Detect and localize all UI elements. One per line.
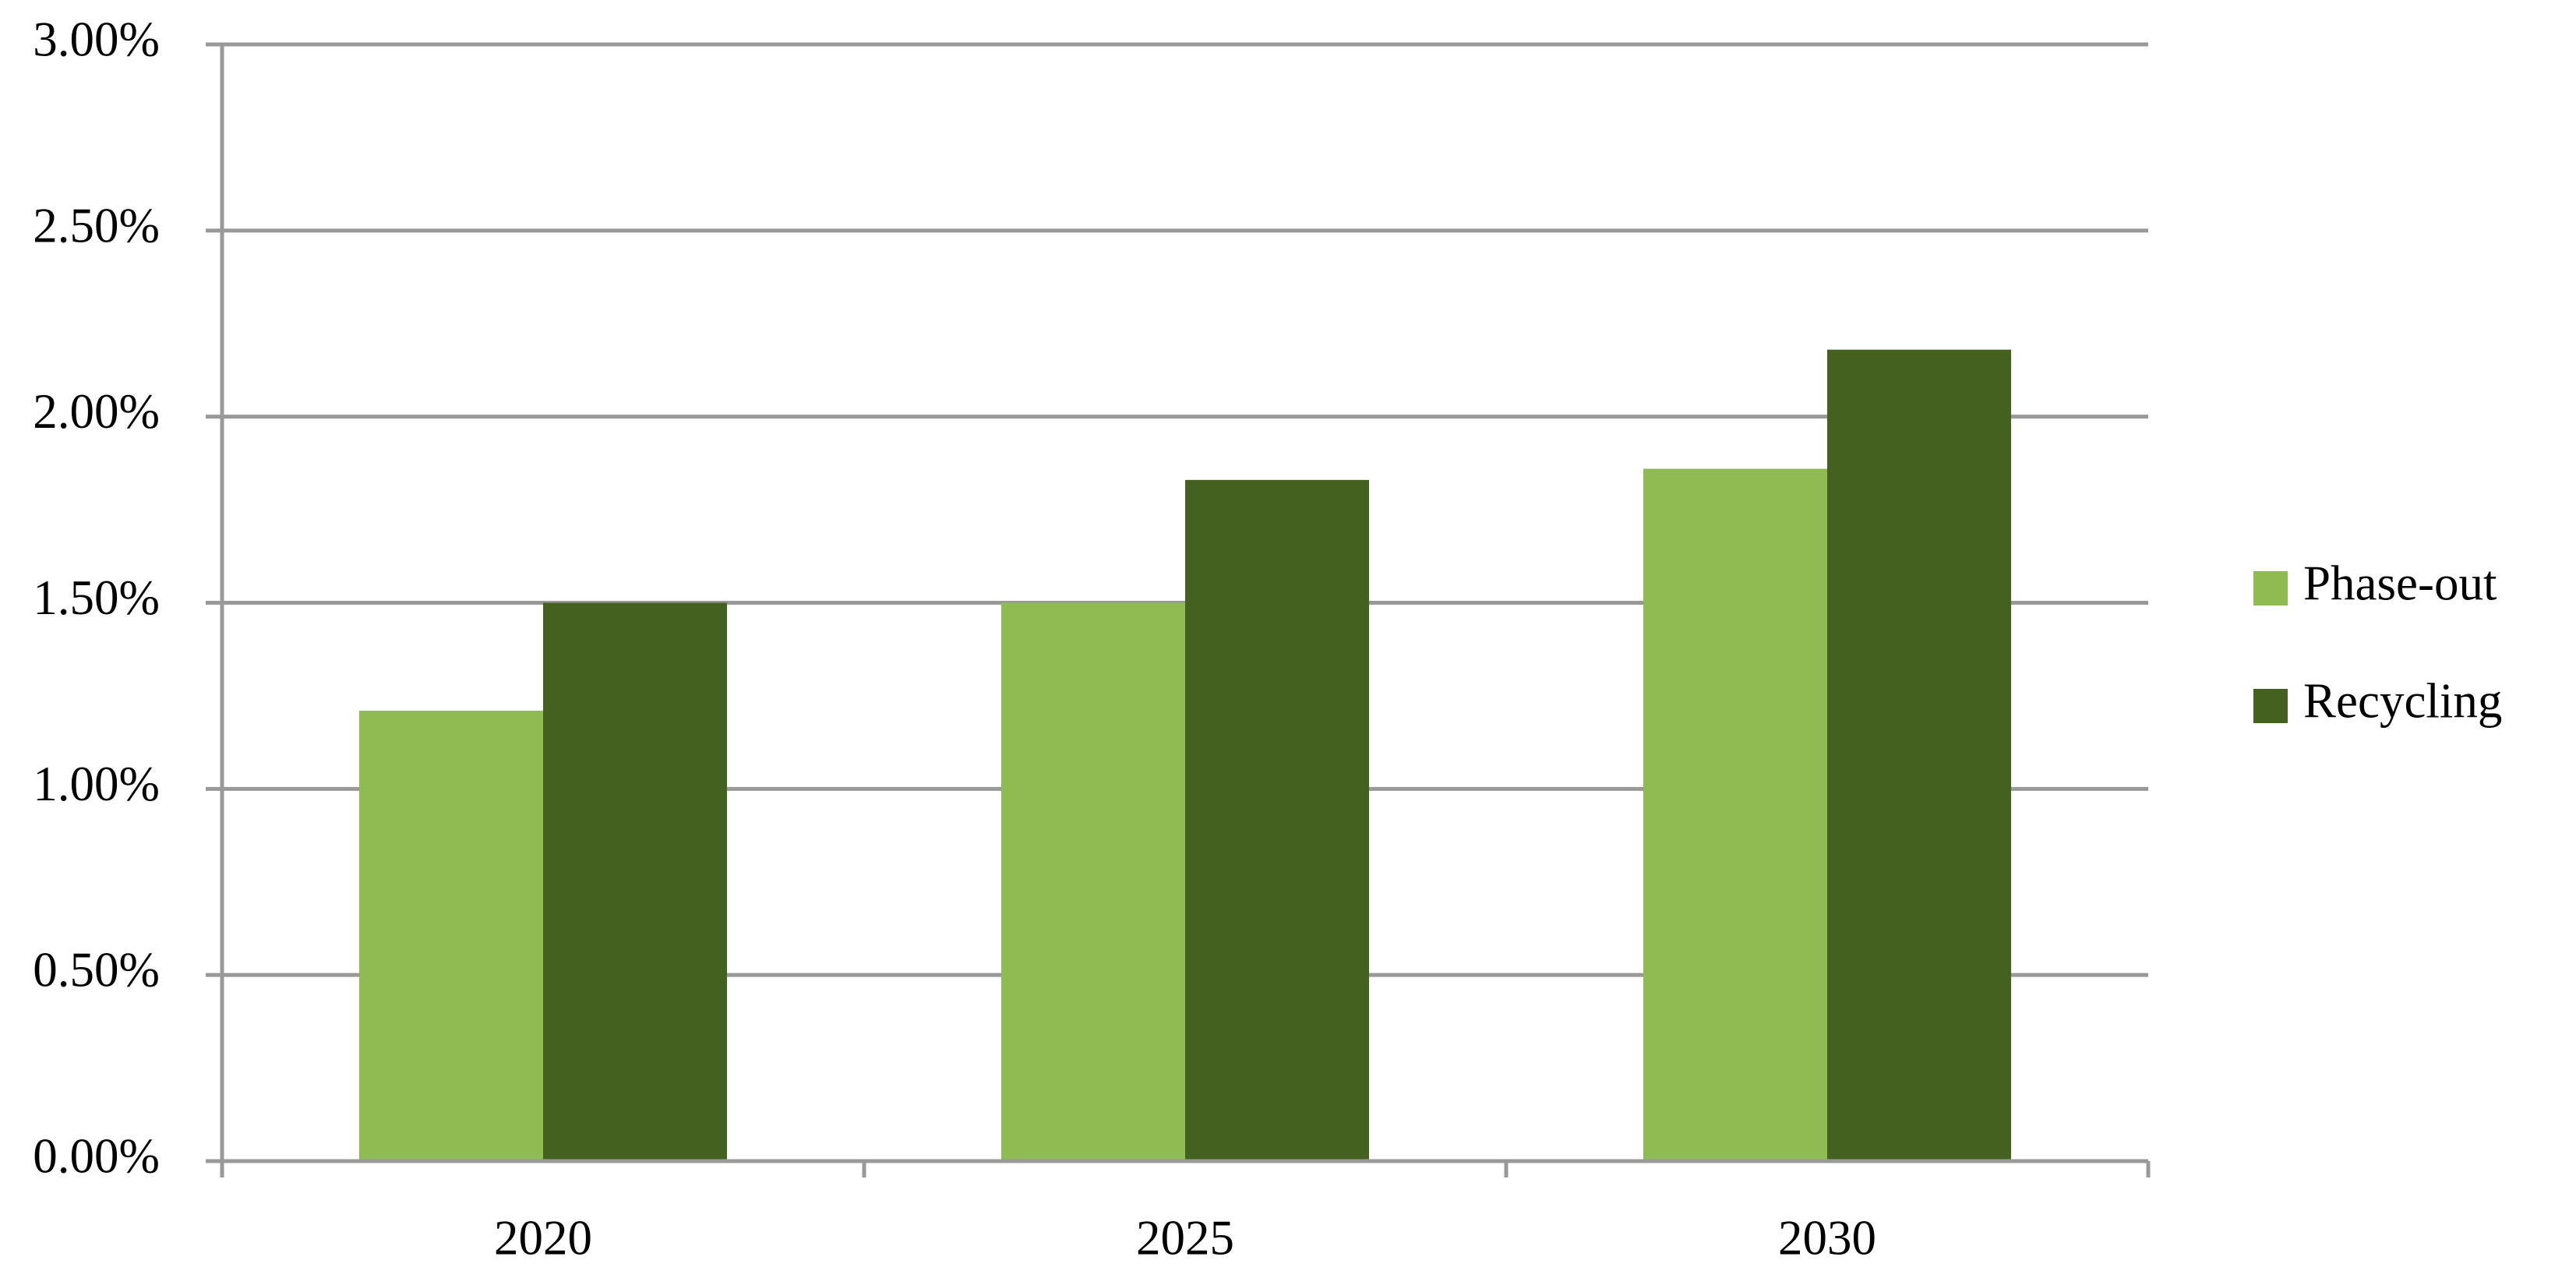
y-tick-label: 3.00% — [33, 12, 160, 66]
x-tick-label: 2030 — [1778, 1210, 1876, 1265]
legend-swatch — [2253, 689, 2288, 723]
bar — [1001, 602, 1185, 1161]
y-tick-label: 1.00% — [33, 757, 160, 811]
bar — [1643, 468, 1827, 1161]
y-tick-label: 1.50% — [33, 570, 160, 625]
bar — [1185, 479, 1369, 1161]
bar — [543, 602, 727, 1161]
y-tick-label: 2.00% — [33, 384, 160, 439]
legend-swatch — [2253, 571, 2288, 605]
bar — [359, 711, 543, 1161]
y-tick-label: 0.50% — [33, 943, 160, 997]
bar — [1827, 349, 2011, 1162]
y-tick-label: 2.50% — [33, 198, 160, 252]
legend-label: Phase-out — [2303, 556, 2497, 610]
y-tick-label: 0.00% — [33, 1128, 160, 1183]
legend-label: Recycling — [2303, 673, 2502, 728]
x-tick-label: 2025 — [1136, 1210, 1234, 1265]
x-tick-label: 2020 — [494, 1210, 592, 1265]
